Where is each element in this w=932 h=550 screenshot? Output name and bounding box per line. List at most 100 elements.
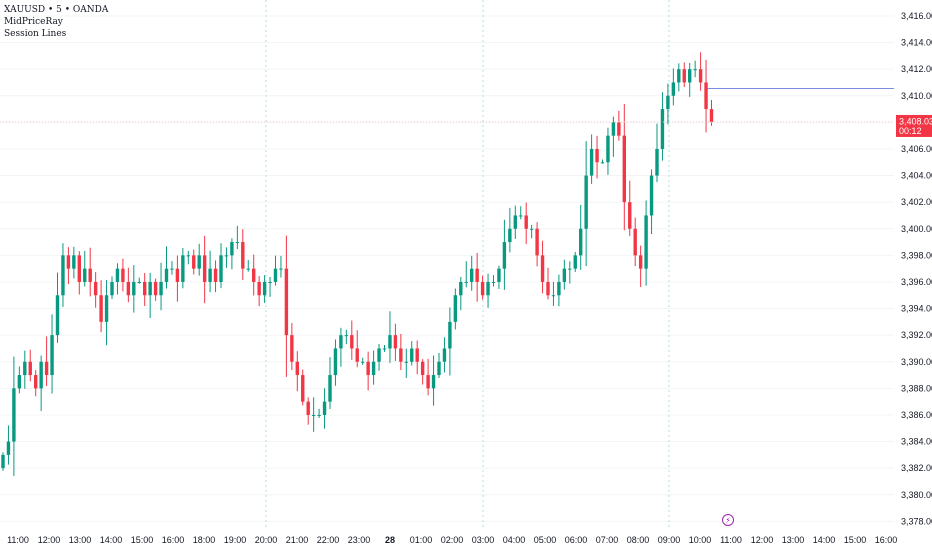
- candle-body: [420, 361, 425, 376]
- candle-body: [399, 348, 403, 362]
- candle-body: [410, 348, 414, 362]
- time-tick-label: 16:00: [875, 535, 898, 545]
- time-tick-label: 10:00: [689, 535, 712, 545]
- candle-body: [279, 268, 283, 270]
- price-tick-label: 3,412.000: [901, 64, 932, 74]
- candle-body: [649, 175, 654, 216]
- candle-body: [143, 281, 147, 296]
- candle-body: [262, 281, 267, 296]
- candle-body: [573, 255, 577, 269]
- candle-body: [671, 82, 676, 96]
- candle-body: [268, 281, 272, 283]
- price-tick-label: 3,390.000: [901, 357, 932, 367]
- candle-body: [72, 255, 76, 269]
- price-tick-label: 3,406.000: [901, 144, 932, 154]
- candle-body: [104, 295, 109, 322]
- time-tick-label: 14:00: [813, 535, 836, 545]
- candlestick-series: [1, 52, 714, 476]
- symbol-title[interactable]: XAUUSD • 5 • OANDA: [4, 5, 109, 15]
- price-tick-label: 3,414.000: [901, 38, 932, 48]
- candle-body: [486, 281, 490, 296]
- candle-body: [1, 454, 5, 469]
- candle-body: [306, 401, 310, 415]
- session-lines: [265, 0, 670, 528]
- candle-body: [50, 335, 54, 376]
- candle-body: [633, 228, 637, 256]
- candle-body: [371, 361, 376, 376]
- time-axis[interactable]: 11:00 12:00 13:00 14:00 15:00 16:00 18:00 19:00…: [7, 535, 897, 545]
- candle-body: [693, 69, 697, 71]
- candle-body: [464, 281, 468, 283]
- candle-body: [246, 268, 250, 270]
- candle-body: [110, 281, 114, 296]
- candle-body: [55, 295, 60, 336]
- price-tick-label: 3,382.000: [901, 463, 932, 473]
- chart-legend: XAUUSD • 5 • OANDA MidPriceRay Session L…: [4, 4, 108, 40]
- candle-body: [230, 242, 234, 256]
- candle-body: [551, 295, 556, 297]
- price-tick-label: 3,398.000: [901, 250, 932, 260]
- candle-body: [17, 375, 22, 389]
- time-tick-label: 20:00: [255, 535, 278, 545]
- time-tick-label: 13:00: [782, 535, 805, 545]
- time-tick-label: 16:00: [162, 535, 185, 545]
- candle-body: [600, 162, 605, 164]
- indicator-session-lines-label[interactable]: Session Lines: [4, 29, 67, 39]
- time-tick-label: 03:00: [472, 535, 495, 545]
- candle-body: [317, 414, 321, 416]
- candle-body: [121, 268, 125, 282]
- candle-body: [497, 268, 501, 282]
- time-tick-label: 09:00: [658, 535, 681, 545]
- candle-body: [688, 69, 692, 83]
- price-tick-label: 3,392.000: [901, 330, 932, 340]
- candle-body: [241, 242, 245, 269]
- lightning-icon: ⚡: [725, 516, 731, 525]
- time-tick-label: 15:00: [844, 535, 867, 545]
- candle-body: [502, 242, 507, 269]
- price-tick-label: 3,400.000: [901, 224, 932, 234]
- candle-body: [12, 388, 16, 442]
- time-tick-label: 18:00: [193, 535, 216, 545]
- candle-body: [99, 295, 103, 322]
- candle-body: [475, 268, 479, 282]
- candle-body: [660, 109, 665, 149]
- candle-body: [339, 335, 343, 349]
- candle-body: [192, 255, 196, 269]
- price-axis[interactable]: 3,378.000 3,380.000 3,382.000 3,384.000 3,38…: [896, 11, 932, 526]
- event-marker[interactable]: [722, 514, 734, 526]
- time-tick-label: 11:00: [7, 535, 29, 545]
- candle-body: [159, 281, 163, 296]
- time-tick-label: 02:00: [441, 535, 464, 545]
- candle-body: [480, 281, 485, 296]
- time-tick-label: 08:00: [627, 535, 650, 545]
- price-tick-label: 3,396.000: [901, 277, 932, 287]
- time-tick-label: 21:00: [286, 535, 309, 545]
- candle-body: [257, 281, 261, 296]
- candle-body: [34, 375, 38, 389]
- price-tick-label: 3,378.000: [901, 516, 932, 526]
- candle-body: [361, 361, 365, 363]
- candle-body: [197, 255, 201, 269]
- time-tick-label: 14:00: [100, 535, 123, 545]
- time-tick-label: 12:00: [38, 535, 61, 545]
- candle-body: [557, 281, 561, 296]
- candle-body: [666, 95, 670, 110]
- candle-body: [350, 335, 354, 349]
- candle-body: [377, 348, 381, 362]
- time-tick-label: 04:00: [503, 535, 526, 545]
- candle-body: [698, 69, 703, 83]
- price-tick-label: 3,394.000: [901, 304, 932, 314]
- indicator-midpriceray-label[interactable]: MidPriceRay: [4, 17, 63, 27]
- candle-body: [44, 361, 49, 376]
- last-price-tag[interactable]: [896, 114, 932, 137]
- candle-body: [568, 268, 572, 270]
- candle-body: [301, 375, 305, 402]
- candle-body: [284, 268, 289, 336]
- gridlines: [0, 15, 894, 522]
- candle-body: [170, 268, 174, 270]
- candle-body: [644, 215, 648, 269]
- candle-body: [137, 281, 141, 283]
- last-price-value: 3,408.030: [899, 116, 932, 126]
- candle-body: [273, 268, 278, 282]
